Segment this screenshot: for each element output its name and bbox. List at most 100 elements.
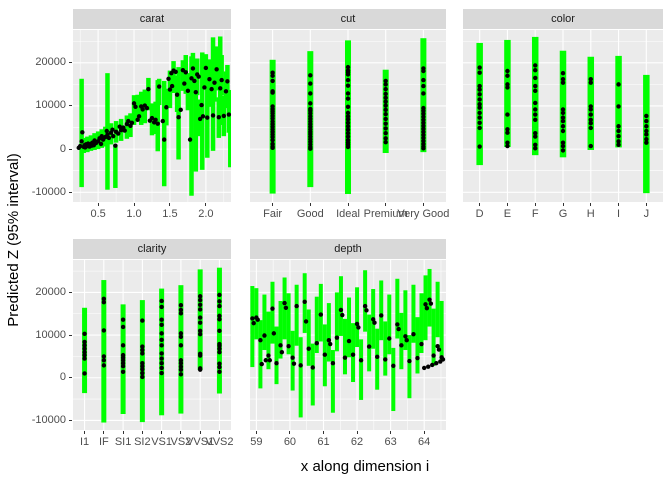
data-point xyxy=(345,104,351,110)
data-point xyxy=(560,143,566,149)
data-point xyxy=(217,361,222,366)
data-point xyxy=(308,91,313,96)
data-point xyxy=(263,358,268,363)
interval-bar xyxy=(367,314,372,372)
data-point xyxy=(345,124,351,129)
x-tick-mark xyxy=(169,203,171,206)
x-tick-label: Ideal xyxy=(336,208,360,220)
data-point xyxy=(140,107,145,112)
x-tick-mark xyxy=(309,203,311,206)
x-tick-label: VVS2 xyxy=(205,436,234,448)
data-point xyxy=(383,78,388,84)
data-point xyxy=(326,338,332,343)
data-point xyxy=(203,65,209,71)
data-point xyxy=(196,74,201,79)
data-point xyxy=(167,87,173,92)
interval-bar xyxy=(101,280,107,423)
data-point xyxy=(209,86,214,92)
data-point xyxy=(533,134,538,139)
x-tick-label: 59 xyxy=(250,436,263,448)
x-tick-label: VVS1 xyxy=(186,436,215,448)
data-point xyxy=(423,302,428,307)
x-tick-mark xyxy=(103,431,105,434)
facet-strip-carat: carat xyxy=(73,9,231,29)
interval-bar xyxy=(205,61,210,158)
data-point xyxy=(98,141,104,147)
data-point xyxy=(395,322,400,327)
data-point xyxy=(421,129,426,135)
data-point xyxy=(266,353,271,358)
interval-bar xyxy=(383,321,388,376)
interval-bar xyxy=(355,287,360,348)
data-point xyxy=(120,317,126,322)
data-point xyxy=(79,139,84,144)
data-point xyxy=(223,89,229,94)
data-point xyxy=(131,101,137,106)
facet-strip-cut: cut xyxy=(250,9,446,29)
data-point xyxy=(421,146,426,151)
data-point xyxy=(164,105,169,110)
data-point xyxy=(560,140,566,145)
data-point xyxy=(330,361,336,366)
data-point xyxy=(310,365,315,370)
y-tick-mark xyxy=(69,148,72,150)
data-point xyxy=(270,73,275,78)
data-point xyxy=(560,124,566,129)
data-point xyxy=(644,113,649,119)
data-point xyxy=(270,145,275,151)
data-point xyxy=(120,324,126,330)
data-point xyxy=(190,66,196,71)
data-point xyxy=(404,338,409,343)
interval-bar xyxy=(176,67,181,160)
data-point xyxy=(274,361,279,366)
data-point xyxy=(82,339,87,345)
data-point xyxy=(345,120,351,125)
data-point xyxy=(345,127,351,132)
data-point xyxy=(267,358,273,363)
x-tick-mark xyxy=(323,431,324,434)
data-point xyxy=(117,124,122,129)
data-point xyxy=(477,65,482,70)
y-tick-mark xyxy=(69,419,72,421)
data-point xyxy=(155,121,160,126)
interval-bar xyxy=(375,328,380,390)
data-point xyxy=(421,91,426,96)
data-point xyxy=(505,127,510,132)
data-point xyxy=(294,303,299,309)
data-point xyxy=(178,331,184,336)
data-point xyxy=(421,126,426,132)
interval-bar xyxy=(294,284,299,346)
data-point xyxy=(221,113,227,119)
data-point xyxy=(207,77,212,82)
data-point xyxy=(217,364,222,370)
data-point xyxy=(533,83,538,89)
data-point xyxy=(140,370,145,376)
data-point xyxy=(120,369,126,374)
interval-bar xyxy=(431,308,436,366)
data-point xyxy=(113,143,118,148)
data-point xyxy=(383,136,388,141)
data-point xyxy=(560,107,566,112)
interval-bar xyxy=(155,80,160,152)
data-point xyxy=(216,114,221,120)
data-point xyxy=(126,118,131,124)
y-tick-label: 10000 xyxy=(35,328,66,341)
panel-depth xyxy=(250,260,446,430)
x-tick-mark xyxy=(255,431,257,434)
data-point xyxy=(202,85,207,90)
interval-bar xyxy=(559,50,567,158)
data-point xyxy=(374,354,380,360)
x-tick-mark xyxy=(562,203,564,206)
data-point xyxy=(345,83,351,88)
data-point xyxy=(477,102,482,107)
interval-bar xyxy=(363,270,368,332)
data-point xyxy=(421,138,426,144)
interval-bar xyxy=(399,312,404,370)
data-point xyxy=(283,305,289,310)
data-point xyxy=(426,364,431,369)
data-point xyxy=(533,142,538,148)
interval-bar xyxy=(124,115,130,139)
interval-bar xyxy=(411,284,416,343)
x-tick-label: Fair xyxy=(263,208,283,220)
data-point xyxy=(477,105,482,110)
